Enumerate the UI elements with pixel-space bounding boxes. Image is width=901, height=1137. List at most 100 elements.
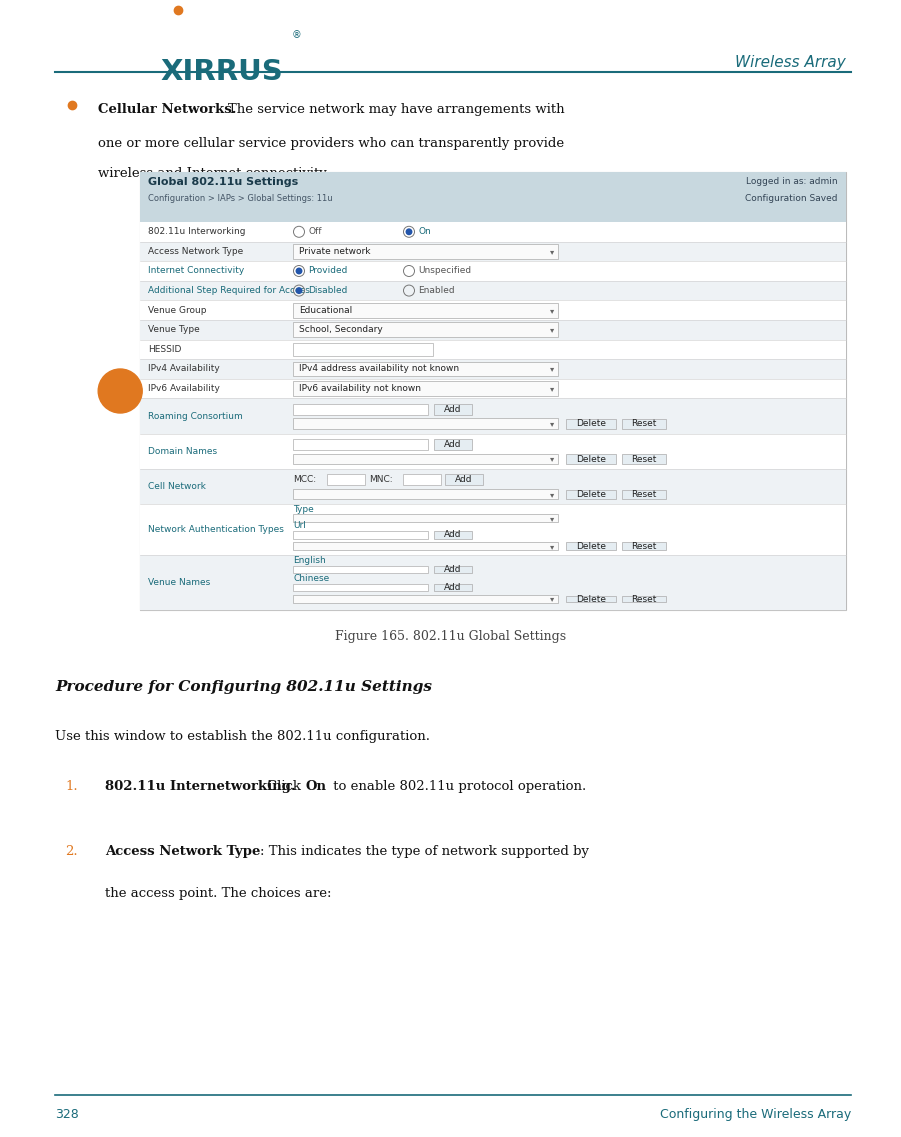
Text: Global 802.11u Settings: Global 802.11u Settings <box>148 177 298 186</box>
FancyBboxPatch shape <box>293 531 428 539</box>
FancyBboxPatch shape <box>566 490 616 499</box>
Text: Logged in as: admin: Logged in as: admin <box>746 177 838 186</box>
Text: IPv6 availability not known: IPv6 availability not known <box>299 384 421 393</box>
FancyBboxPatch shape <box>140 172 846 609</box>
FancyBboxPatch shape <box>293 323 558 338</box>
Text: : This indicates the type of network supported by: : This indicates the type of network sup… <box>260 845 589 858</box>
FancyBboxPatch shape <box>140 433 846 468</box>
Text: The service network may have arrangements with: The service network may have arrangement… <box>228 103 565 116</box>
FancyBboxPatch shape <box>293 514 558 523</box>
FancyBboxPatch shape <box>293 244 558 259</box>
Text: Type: Type <box>293 505 314 514</box>
Text: Configuration > IAPs > Global Settings: 11u: Configuration > IAPs > Global Settings: … <box>148 194 332 204</box>
Text: Delete: Delete <box>576 455 606 464</box>
Circle shape <box>98 370 142 413</box>
FancyBboxPatch shape <box>293 439 428 450</box>
FancyBboxPatch shape <box>140 300 846 319</box>
Text: Figure 165. 802.11u Global Settings: Figure 165. 802.11u Global Settings <box>335 630 566 644</box>
Text: ▾: ▾ <box>550 384 554 393</box>
Text: Wireless Array: Wireless Array <box>735 55 846 70</box>
Text: Reset: Reset <box>632 490 657 499</box>
FancyBboxPatch shape <box>140 262 846 281</box>
FancyBboxPatch shape <box>140 555 846 609</box>
Text: Add: Add <box>444 440 461 449</box>
Circle shape <box>296 288 302 293</box>
Text: Reset: Reset <box>632 595 657 604</box>
FancyBboxPatch shape <box>434 531 472 539</box>
Text: 328: 328 <box>55 1107 78 1121</box>
Text: ▾: ▾ <box>550 306 554 315</box>
FancyBboxPatch shape <box>622 542 666 550</box>
Text: ▾: ▾ <box>550 490 554 499</box>
Text: Reset: Reset <box>632 455 657 464</box>
Text: the access point. The choices are:: the access point. The choices are: <box>105 887 332 901</box>
Text: IPv4 Availability: IPv4 Availability <box>148 365 220 373</box>
Text: Educational: Educational <box>299 306 352 315</box>
Text: ▾: ▾ <box>550 455 554 464</box>
Text: Configuring the Wireless Array: Configuring the Wireless Array <box>660 1107 851 1121</box>
Text: MCC:: MCC: <box>293 475 316 484</box>
Text: MNC:: MNC: <box>369 475 393 484</box>
Text: Reset: Reset <box>632 420 657 429</box>
FancyBboxPatch shape <box>293 362 558 376</box>
Text: Delete: Delete <box>576 595 606 604</box>
Text: Venue Group: Venue Group <box>148 306 206 315</box>
Text: IPv4 address availability not known: IPv4 address availability not known <box>299 365 460 373</box>
FancyBboxPatch shape <box>140 281 846 300</box>
FancyBboxPatch shape <box>327 474 365 484</box>
FancyBboxPatch shape <box>622 596 666 603</box>
FancyBboxPatch shape <box>434 565 472 573</box>
Text: Chinese: Chinese <box>293 574 329 583</box>
FancyBboxPatch shape <box>566 418 616 429</box>
FancyBboxPatch shape <box>140 504 846 555</box>
Text: HESSID: HESSID <box>148 345 181 354</box>
Circle shape <box>406 229 412 234</box>
FancyBboxPatch shape <box>445 474 483 484</box>
Text: Procedure for Configuring 802.11u Settings: Procedure for Configuring 802.11u Settin… <box>55 680 432 694</box>
FancyBboxPatch shape <box>293 489 558 499</box>
Text: Roaming Consortium: Roaming Consortium <box>148 412 242 421</box>
FancyBboxPatch shape <box>293 583 428 591</box>
Text: School, Secondary: School, Secondary <box>299 325 383 334</box>
Text: Internet Connectivity: Internet Connectivity <box>148 266 244 275</box>
FancyBboxPatch shape <box>622 454 666 464</box>
FancyBboxPatch shape <box>293 418 558 429</box>
FancyBboxPatch shape <box>293 542 558 550</box>
Text: ▾: ▾ <box>550 325 554 334</box>
FancyBboxPatch shape <box>140 379 846 398</box>
Text: Delete: Delete <box>576 541 606 550</box>
Text: On: On <box>305 780 326 792</box>
Text: Cellular Networks.: Cellular Networks. <box>98 103 236 116</box>
FancyBboxPatch shape <box>140 172 846 222</box>
Text: IPv6 Availability: IPv6 Availability <box>148 384 220 393</box>
Text: Delete: Delete <box>576 490 606 499</box>
Text: Reset: Reset <box>632 541 657 550</box>
Text: ▾: ▾ <box>550 595 554 604</box>
Text: 802.11u Interworking: 802.11u Interworking <box>148 227 245 236</box>
Text: Enabled: Enabled <box>418 287 455 296</box>
Text: Off: Off <box>308 227 322 236</box>
Text: Add: Add <box>444 565 461 574</box>
Text: XIRRUS: XIRRUS <box>160 58 283 86</box>
FancyBboxPatch shape <box>293 596 558 603</box>
Text: On: On <box>418 227 432 236</box>
FancyBboxPatch shape <box>434 583 472 591</box>
Text: Click: Click <box>267 780 305 792</box>
Text: Add: Add <box>444 530 461 539</box>
Text: one or more cellular service providers who can transparently provide: one or more cellular service providers w… <box>98 136 564 150</box>
Text: to enable 802.11u protocol operation.: to enable 802.11u protocol operation. <box>329 780 587 792</box>
Text: Use this window to establish the 802.11u configuration.: Use this window to establish the 802.11u… <box>55 730 430 742</box>
FancyBboxPatch shape <box>622 490 666 499</box>
Text: Venue Names: Venue Names <box>148 578 210 587</box>
FancyBboxPatch shape <box>140 319 846 340</box>
Text: ▾: ▾ <box>550 514 554 523</box>
FancyBboxPatch shape <box>293 404 428 415</box>
Circle shape <box>296 268 302 274</box>
Text: ▾: ▾ <box>550 247 554 256</box>
Text: Url: Url <box>293 522 305 530</box>
Text: Access Network Type: Access Network Type <box>105 845 260 858</box>
FancyBboxPatch shape <box>566 596 616 603</box>
FancyBboxPatch shape <box>622 418 666 429</box>
Text: Add: Add <box>444 405 461 414</box>
Text: wireless and Internet connectivity.: wireless and Internet connectivity. <box>98 167 329 180</box>
